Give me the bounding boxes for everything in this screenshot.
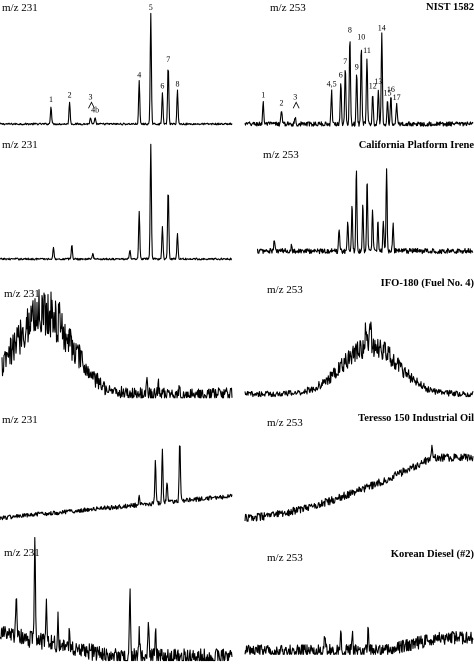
sample-name: IFO-180 (Fuel No. 4)	[380, 278, 474, 289]
chromatogram-ifo-m231	[1, 289, 233, 399]
sample-name: California Platform Irene	[358, 140, 474, 151]
mz-label: m/z 253	[267, 284, 303, 296]
peak-label: 10	[357, 32, 365, 41]
chromatogram-ifo-m253	[244, 321, 474, 398]
sample-name: Teresso 150 Industrial Oil	[358, 413, 474, 424]
sample-name: NIST 1582	[426, 2, 474, 13]
sample-name: Korean Diesel (#2)	[390, 549, 474, 560]
panel-irene-m231: m/z 231	[0, 133, 237, 266]
chromatogram-trace	[244, 321, 474, 398]
peak-label: 8	[176, 79, 180, 88]
peak-label: 11	[363, 46, 371, 55]
chromatogram-trace	[256, 168, 474, 255]
chromatogram-trace	[244, 444, 474, 522]
peak-label: 7	[166, 55, 170, 64]
peak-label: 17	[393, 93, 401, 102]
chromatogram-teresso-m231	[0, 445, 233, 521]
panel-korean-m231: m/z 231	[0, 531, 237, 664]
panel-irene-m253: m/z 253 California Platform Irene	[237, 133, 474, 266]
mz-label: m/z 253	[267, 552, 303, 564]
peak-label: 13	[374, 77, 382, 86]
peak-label: 3	[293, 92, 297, 101]
chromatogram-trace	[0, 445, 233, 521]
chromatogram-trace	[244, 626, 474, 655]
mz-label: m/z 253	[267, 417, 303, 429]
peak-label: 4b	[91, 105, 99, 114]
mz-label: m/z 253	[270, 2, 306, 14]
peak-label: 1	[261, 91, 265, 100]
chromatogram-korean-m231	[0, 536, 233, 662]
peak-label: 4,5	[327, 79, 337, 88]
chromatogram-teresso-m253	[244, 444, 474, 522]
panel-teresso-m231: m/z 231	[0, 398, 237, 531]
peak-label: 6	[160, 82, 164, 91]
panel-korean-m253: m/z 253 Korean Diesel (#2)	[237, 531, 474, 664]
chromatogram-irene-m253	[256, 168, 474, 255]
chromatogram-trace	[0, 143, 233, 261]
panel-nist-m253: 1 2 3 4,5 6 7 8 9 10 11 12 13 14 15 16 17 m/z 253 NIST …	[237, 0, 474, 133]
peak-label: 7	[343, 57, 347, 66]
peak-pair-marker	[88, 101, 95, 109]
panel-ifo-m253: m/z 253 IFO-180 (Fuel No. 4)	[237, 266, 474, 399]
chromatogram-trace	[244, 32, 474, 127]
peak-label: 2	[68, 91, 72, 100]
peak-label: 5	[149, 3, 153, 12]
peak-label: 15	[384, 88, 392, 97]
peak-label: 1	[49, 95, 53, 104]
peak-label: 9	[355, 63, 359, 72]
chromatogram-nist-m231: 1 2 3 4b 4 5 6 7 8	[0, 3, 233, 126]
peak-label: 8	[348, 26, 352, 35]
mz-label: m/z 231	[2, 414, 38, 426]
panel-nist-m231: 1 2 3 4b 4 5 6 7 8 m/z 231	[0, 0, 237, 133]
panel-ifo-m231: m/z 231	[0, 266, 237, 399]
peak-label: 14	[378, 23, 386, 32]
chromatogram-trace	[0, 12, 233, 126]
peak-pair-marker	[292, 101, 300, 109]
peak-label: 2	[280, 98, 284, 107]
mz-label: m/z 231	[4, 547, 40, 559]
chromatogram-trace	[0, 536, 233, 662]
chromatogram-trace	[1, 289, 233, 399]
mz-label: m/z 231	[4, 288, 40, 300]
peak-label: 16	[387, 85, 395, 94]
peak-label: 3	[89, 92, 93, 101]
peak-label: 4	[137, 70, 141, 79]
panel-teresso-m253: m/z 253 Teresso 150 Industrial Oil	[237, 398, 474, 531]
peak-label: 12	[369, 82, 377, 91]
mz-label: m/z 253	[263, 149, 299, 161]
chromatogram-korean-m253	[244, 626, 474, 655]
peak-label: 6	[339, 70, 343, 79]
mz-label: m/z 231	[2, 2, 38, 14]
mz-label: m/z 231	[2, 139, 38, 151]
chromatogram-irene-m231	[0, 143, 233, 261]
